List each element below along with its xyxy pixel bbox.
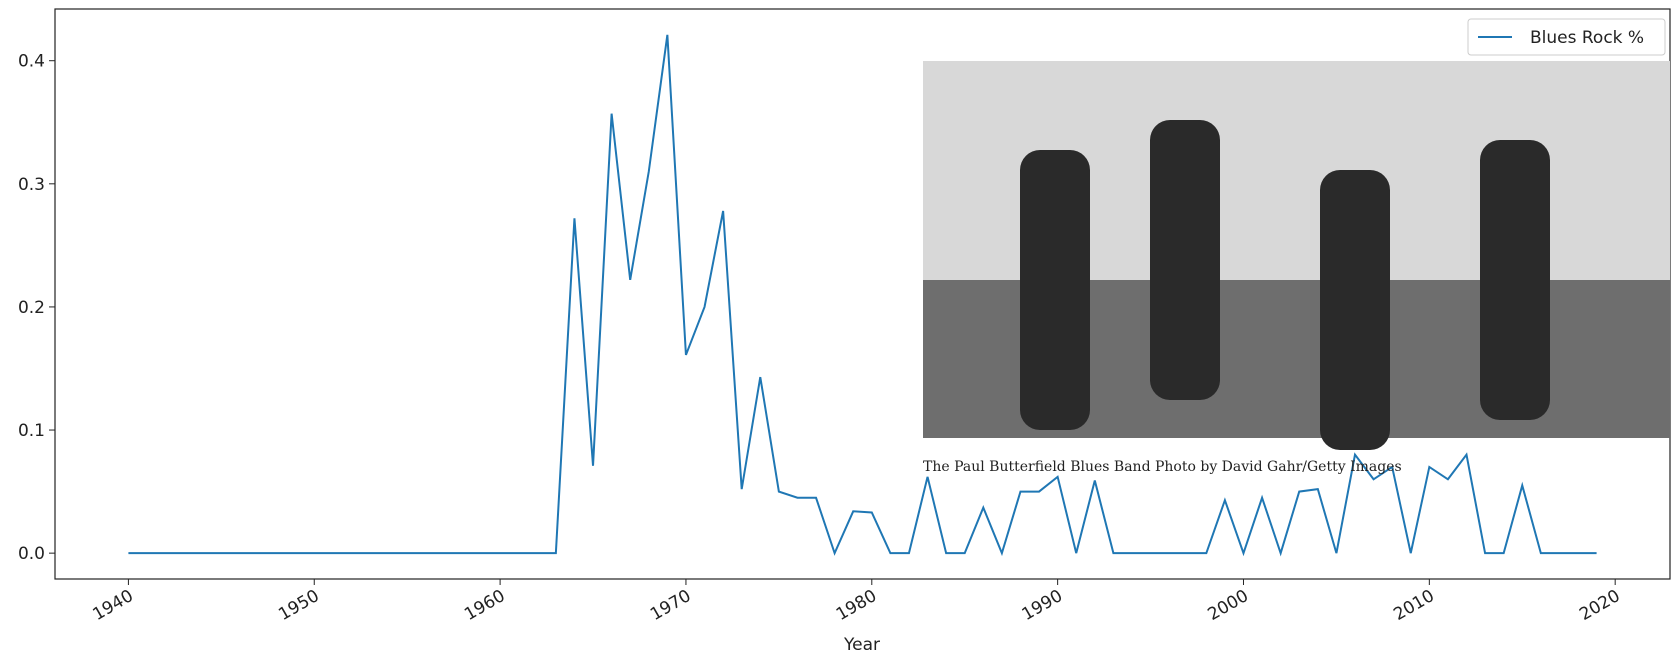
y-tick-label: 0.4 [18,52,45,72]
x-tick-label: 1990 [1019,586,1066,625]
legend: Blues Rock % [1467,18,1666,56]
x-tick-label: 2000 [1205,586,1252,625]
photo-figure [1320,170,1390,450]
data-line [128,34,1597,557]
y-tick-label: 0.3 [18,175,45,195]
photo-figure [1480,140,1550,420]
legend-box [1467,18,1666,56]
y-tick-label: 0.0 [18,544,45,564]
legend-label: Blues Rock % [1530,28,1644,48]
x-tick-label: 2010 [1390,586,1437,625]
x-tick-label: 1980 [833,586,880,625]
x-tick-label: 1940 [89,586,136,625]
photo-figure [1150,120,1220,400]
y-tick-label: 0.2 [18,298,45,318]
x-axis-label: Year [843,635,880,655]
y-tick-label: 0.1 [18,421,45,441]
photo [923,61,1670,450]
x-tick-label: 1960 [461,586,508,625]
x-tick-label: 1970 [647,586,694,625]
photo-figure [1020,150,1090,430]
x-tick-label: 2020 [1576,586,1623,625]
photo-caption: The Paul Butterfield Blues Band Photo by… [923,459,1402,475]
x-tick-label: 1950 [275,586,322,625]
